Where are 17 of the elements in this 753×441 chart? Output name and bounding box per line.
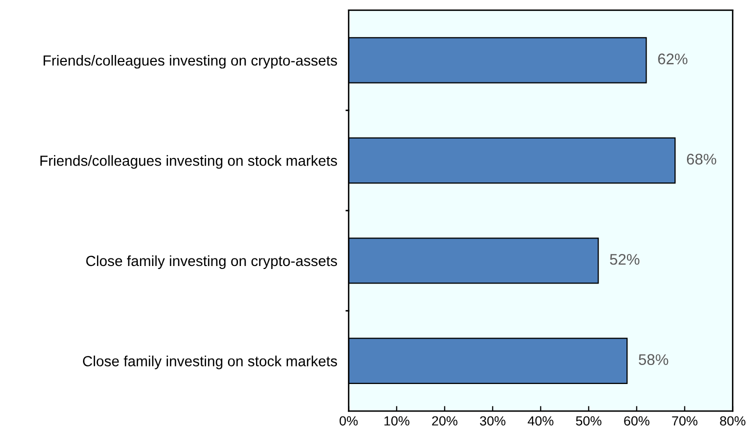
x-tick-label: 20% <box>432 416 458 426</box>
data-label: 52% <box>610 254 640 265</box>
y-tick-label: Close family investing on crypto-assets <box>86 255 338 269</box>
y-tick-label: Friends/colleagues investing on stock markets <box>40 155 338 169</box>
data-label: 68% <box>686 154 716 165</box>
x-tick-label: 0% <box>340 416 358 426</box>
data-label: 58% <box>638 354 668 366</box>
x-tick-label: 30% <box>480 416 506 426</box>
x-tick-label: 60% <box>624 416 650 426</box>
y-tick-label: Close family investing on stock markets <box>82 356 338 370</box>
x-tick-label: 50% <box>576 416 602 426</box>
data-label: 62% <box>658 54 688 64</box>
x-tick-label: 40% <box>528 416 554 426</box>
x-tick-label: 10% <box>384 416 410 426</box>
x-tick-label: 70% <box>672 416 698 426</box>
x-tick-label: 80% <box>720 416 746 426</box>
y-tick-label: Friends/colleagues investing on crypto-assets <box>44 54 338 69</box>
